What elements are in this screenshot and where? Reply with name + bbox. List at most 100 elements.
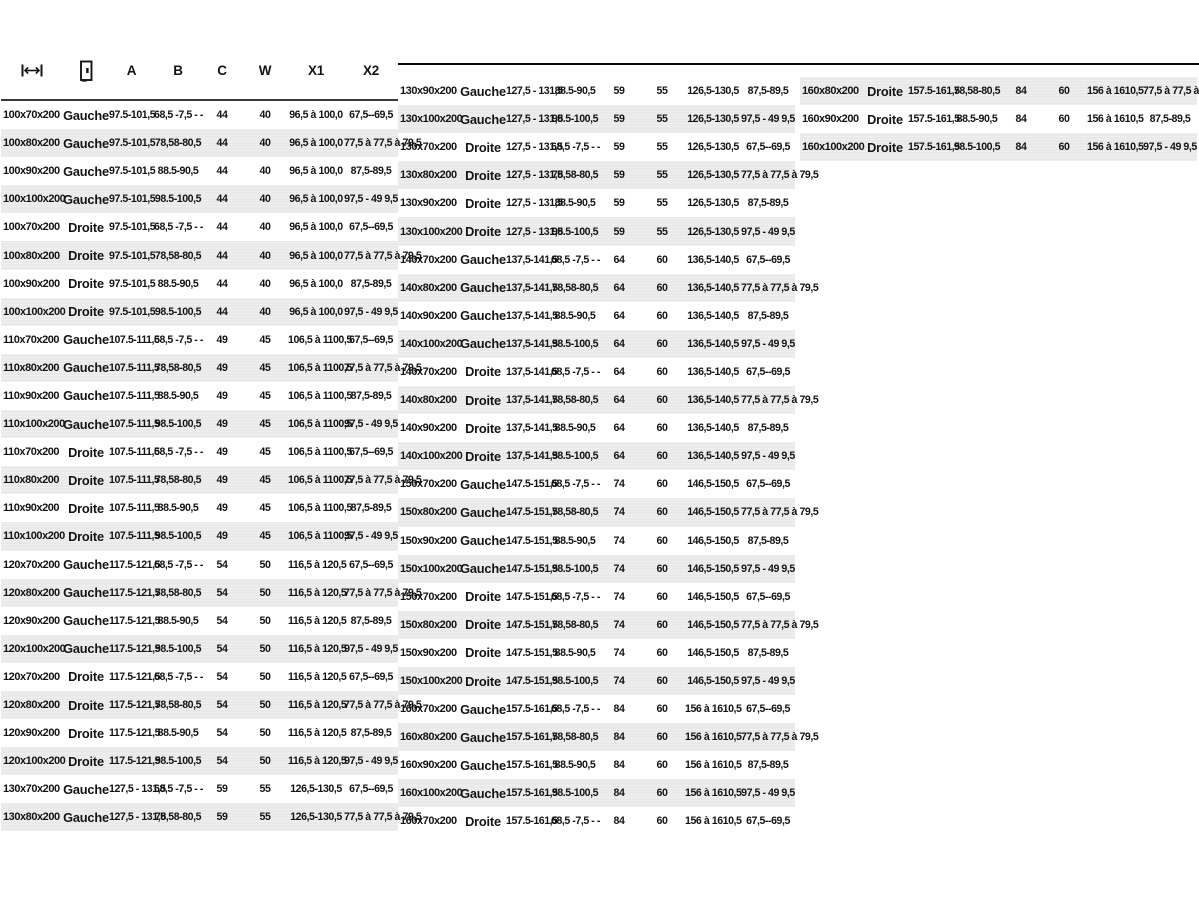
c-cell: 44 xyxy=(216,249,228,262)
a-cell: 97.5-101,5 xyxy=(109,137,156,150)
x1-cell: 106,5 à 1100,5 xyxy=(288,502,352,515)
side-cell: Gauche xyxy=(460,561,506,577)
a-cell: 157.5-161,5 xyxy=(908,113,960,126)
side-cell: Droite xyxy=(68,697,104,713)
b-cell: 78,58-80,5 xyxy=(154,586,202,599)
w-cell: 50 xyxy=(259,614,271,627)
x1-cell: 146,5-150,5 xyxy=(687,478,739,491)
a-cell: 127,5 - 131,5 xyxy=(506,225,563,238)
x2-cell: 77,5 à 77,5 à 79,5 xyxy=(741,506,819,519)
a-cell: 147.5-151,5 xyxy=(506,590,558,603)
b-cell: 98.5-100,5 xyxy=(154,530,202,543)
x1-cell: 126,5-130,5 xyxy=(687,85,739,98)
w-cell: 50 xyxy=(259,670,271,683)
b-cell: 68,5 -7,5 - - xyxy=(551,365,600,378)
x2-cell: 87,5-89,5 xyxy=(747,534,789,547)
x2-cell: 67,5--69,5 xyxy=(746,141,790,154)
c-cell: 54 xyxy=(216,558,228,571)
side-cell: Droite xyxy=(68,725,104,741)
x1-cell: 126,5-130,5 xyxy=(687,113,739,126)
table-row: 100x100x200 Gauche 97.5-101,5 98.5-100,5 44 4… xyxy=(1,185,398,214)
x2-cell: 77,5 à 77,5 à 79,5 xyxy=(741,731,819,744)
table-row: 110x90x200 Gauche 107.5-111,5 88.5-90,5 49 45… xyxy=(1,382,398,410)
side-cell: Gauche xyxy=(63,585,109,601)
column-header-x1: X1 xyxy=(308,63,324,78)
size-cell: 100x70x200 xyxy=(3,221,60,234)
size-cell: 100x90x200 xyxy=(3,277,60,290)
a-cell: 147.5-151,5 xyxy=(506,506,558,519)
w-cell: 60 xyxy=(656,731,668,744)
side-cell: Droite xyxy=(465,364,501,380)
w-cell: 40 xyxy=(259,249,271,262)
x1-cell: 116,5 à 120,5 xyxy=(288,699,347,712)
side-cell: Droite xyxy=(465,195,501,211)
size-cell: 160x90x200 xyxy=(400,759,457,772)
table-row: 130x100x200 Gauche 127,5 - 131,5 98.5-100,5… xyxy=(398,105,795,134)
a-cell: 117.5-121,5 xyxy=(109,670,161,683)
w-cell: 55 xyxy=(259,783,271,796)
side-cell: Droite xyxy=(68,444,104,460)
c-cell: 74 xyxy=(613,534,625,547)
x1-cell: 136,5-140,5 xyxy=(687,422,739,435)
x2-cell: 67,5--69,5 xyxy=(349,558,393,571)
size-cell: 120x100x200 xyxy=(3,642,66,655)
side-cell: Droite xyxy=(68,219,104,235)
b-cell: 68,5 -7,5 - - xyxy=(154,670,203,683)
side-cell: Droite xyxy=(68,528,104,544)
size-cell: 110x70x200 xyxy=(3,333,60,346)
x2-cell: 67,5--69,5 xyxy=(746,478,790,491)
b-cell: 88.5-90,5 xyxy=(956,113,998,126)
x2-cell: 87,5-89,5 xyxy=(350,502,392,515)
x1-cell: 106,5 à 1100,5 xyxy=(288,333,352,346)
x1-cell: 116,5 à 120,5 xyxy=(288,670,347,683)
x2-cell: 67,5--69,5 xyxy=(746,590,790,603)
table-row: 140x80x200 Gauche 137,5-141,5 78,58-80,5 64 6… xyxy=(398,273,819,302)
w-cell: 45 xyxy=(259,389,271,402)
b-cell: 88.5-90,5 xyxy=(554,197,596,210)
b-cell: 88.5-90,5 xyxy=(157,502,199,515)
table-row: 100x70x200 Gauche 97.5-101,5 68,5 -7,5 - - 4… xyxy=(1,101,398,129)
table-row: 110x70x200 Gauche 107.5-111,5 68,5 -7,5 - -… xyxy=(1,326,398,354)
side-cell: Droite xyxy=(68,669,104,685)
a-cell: 157.5-161,5 xyxy=(506,787,558,800)
a-cell: 107.5-111,5 xyxy=(109,502,160,515)
w-cell: 60 xyxy=(1058,85,1070,98)
c-cell: 44 xyxy=(216,109,228,122)
table-row: 160x90x200 Gauche 157.5-161,5 88.5-90,5 84 60… xyxy=(398,751,795,779)
side-cell: Droite xyxy=(465,139,501,155)
table-body-column-2: 130x90x200 Gauche 127,5 - 131,5 88.5-90,5 59… xyxy=(398,77,819,836)
table-body-column-1: 100x70x200 Gauche 97.5-101,5 68,5 -7,5 - - 4… xyxy=(1,101,422,832)
b-cell: 98.5-100,5 xyxy=(154,755,202,768)
w-cell: 60 xyxy=(656,815,668,828)
w-cell: 50 xyxy=(259,586,271,599)
x2-cell: 97,5 - 49 9,5 xyxy=(344,642,398,655)
c-cell: 84 xyxy=(1015,85,1027,98)
size-cell: 160x100x200 xyxy=(802,141,865,154)
table-row: 100x100x200 Droite 97.5-101,5 98.5-100,5 44 4… xyxy=(1,297,398,326)
x1-cell: 126,5-130,5 xyxy=(687,225,739,238)
w-cell: 45 xyxy=(259,502,271,515)
x2-cell: 77,5 à 77,5 à 79,5 xyxy=(344,361,422,374)
x2-cell: 87,5-89,5 xyxy=(747,197,789,210)
a-cell: 137,5-141,5 xyxy=(506,450,558,463)
table-column-3: 160x80x200 Droite 157.5-161,5 78,58-80,5 84 6… xyxy=(800,77,1199,162)
side-cell: Droite xyxy=(465,645,501,661)
a-cell: 97.5-101,5 xyxy=(109,277,156,290)
c-cell: 59 xyxy=(613,197,625,210)
x2-cell: 97,5 - 49 9,5 xyxy=(344,755,398,768)
a-cell: 117.5-121,5 xyxy=(109,642,161,655)
size-cell: 140x80x200 xyxy=(400,281,457,294)
x2-cell: 97,5 - 49 9,5 xyxy=(741,225,795,238)
b-cell: 68,5 -7,5 - - xyxy=(154,446,203,459)
table-row: 100x90x200 Droite 97.5-101,5 88.5-90,5 44 40 9… xyxy=(1,270,398,298)
size-cell: 150x80x200 xyxy=(400,506,457,519)
table-row: 110x100x200 Gauche 107.5-111,5 98.5-100,5 49… xyxy=(1,410,398,439)
size-cell: 140x70x200 xyxy=(400,253,457,266)
side-cell: Gauche xyxy=(460,729,506,745)
b-cell: 68,5 -7,5 - - xyxy=(551,253,600,266)
size-cell: 160x80x200 xyxy=(802,85,859,98)
side-cell: Gauche xyxy=(460,280,506,296)
w-cell: 60 xyxy=(656,450,668,463)
x2-cell: 77,5 à 77,5 à 79,5 xyxy=(741,618,819,631)
table-top-rule xyxy=(398,63,1199,65)
